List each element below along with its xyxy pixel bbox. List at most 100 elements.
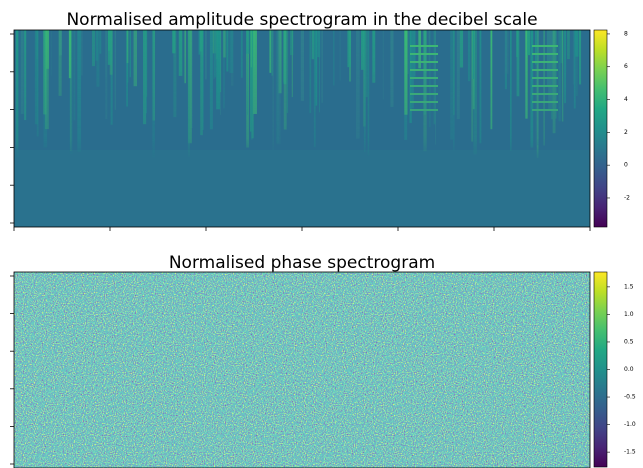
stripe xyxy=(365,30,368,98)
stripe xyxy=(110,30,113,125)
stripe xyxy=(283,30,287,85)
phase-image xyxy=(14,272,590,468)
stripe xyxy=(69,30,73,155)
stripe xyxy=(143,30,147,125)
colorbar-tick-label: 6 xyxy=(624,63,628,70)
stripe xyxy=(333,30,335,86)
stripe xyxy=(309,30,312,114)
stripe xyxy=(532,69,558,71)
frame xyxy=(13,271,591,468)
stripe xyxy=(535,30,538,65)
stripe xyxy=(45,30,49,130)
stripe xyxy=(291,30,293,98)
axes-frame xyxy=(10,29,591,231)
stripe xyxy=(516,30,520,97)
stripe xyxy=(453,30,455,151)
stripe xyxy=(214,30,217,78)
stripe xyxy=(532,93,558,95)
stripe xyxy=(229,30,234,73)
stripe xyxy=(560,30,563,64)
stripe xyxy=(99,30,102,54)
stripe xyxy=(472,30,475,80)
stripe xyxy=(423,30,427,115)
stripe xyxy=(532,109,558,111)
stripe xyxy=(573,30,576,109)
stripe xyxy=(126,30,129,64)
stripe xyxy=(532,85,558,87)
stripe xyxy=(552,30,556,134)
stripe xyxy=(178,30,183,76)
stripe xyxy=(34,30,38,125)
chart-title: Normalised amplitude spectrogram in the … xyxy=(66,10,537,30)
stripe xyxy=(467,30,471,82)
stripe xyxy=(36,30,39,137)
stripe xyxy=(532,77,558,79)
colorbar-tick-label: -1.0 xyxy=(624,421,636,428)
stripe xyxy=(575,30,578,96)
stripe xyxy=(73,30,76,121)
stripe xyxy=(456,30,460,120)
stripe xyxy=(68,30,72,79)
stripe xyxy=(567,30,570,60)
stripe xyxy=(200,30,203,136)
stripe xyxy=(390,30,394,107)
stripe xyxy=(277,30,281,145)
stripe xyxy=(146,30,148,97)
stripe xyxy=(574,30,579,57)
axes-frame xyxy=(10,271,591,468)
stripe xyxy=(361,30,365,70)
stripe xyxy=(418,30,421,69)
amplitude-stripes xyxy=(15,30,582,159)
colorbars: 8 6 4 2 0 -2 1.5 1.0 0.5 0.0 -0.5 -1.0 -1.5 xyxy=(593,29,636,468)
stripe xyxy=(172,30,176,54)
stripe xyxy=(479,30,482,144)
stripe xyxy=(407,30,409,75)
stripe xyxy=(271,30,273,76)
stripe xyxy=(313,30,316,148)
stripe xyxy=(410,77,438,79)
stripe xyxy=(317,30,321,58)
stripe xyxy=(543,30,545,146)
stripe xyxy=(579,30,582,85)
stripe xyxy=(347,30,352,68)
colorbar-tick-label: 0 xyxy=(624,162,628,169)
stripe xyxy=(546,30,548,87)
stripe xyxy=(363,30,366,153)
stripe xyxy=(527,30,531,56)
colorbar-tick-label: -2 xyxy=(624,194,630,201)
stripe xyxy=(410,45,438,47)
stripe xyxy=(510,30,512,151)
stripe xyxy=(58,30,62,96)
stripe xyxy=(251,30,254,139)
stripe xyxy=(250,30,252,68)
stripe xyxy=(272,30,275,151)
stripe xyxy=(108,30,111,51)
stripe xyxy=(198,30,201,55)
stripe xyxy=(551,30,553,120)
colorbar xyxy=(593,271,608,468)
stripe xyxy=(315,30,318,106)
chart-title: Normalised phase spectrogram xyxy=(169,253,435,273)
stripe xyxy=(81,30,83,76)
stripe xyxy=(459,30,464,68)
stripe xyxy=(24,30,27,121)
stripe xyxy=(59,30,63,56)
stripe xyxy=(253,30,257,114)
stripe xyxy=(173,30,177,118)
stripe xyxy=(16,30,19,159)
stripe xyxy=(184,30,186,84)
stripe xyxy=(226,30,229,72)
stripe xyxy=(129,30,131,78)
stripe xyxy=(223,30,225,109)
stripe xyxy=(532,53,558,55)
stripe xyxy=(410,69,438,71)
stripe xyxy=(209,30,213,130)
stripe xyxy=(247,30,248,115)
stripe xyxy=(558,30,561,122)
stripe xyxy=(311,30,315,60)
stripe xyxy=(213,30,215,80)
stripe xyxy=(410,101,438,103)
stripe xyxy=(240,30,243,78)
colorbar-tick-label: 4 xyxy=(624,96,628,103)
